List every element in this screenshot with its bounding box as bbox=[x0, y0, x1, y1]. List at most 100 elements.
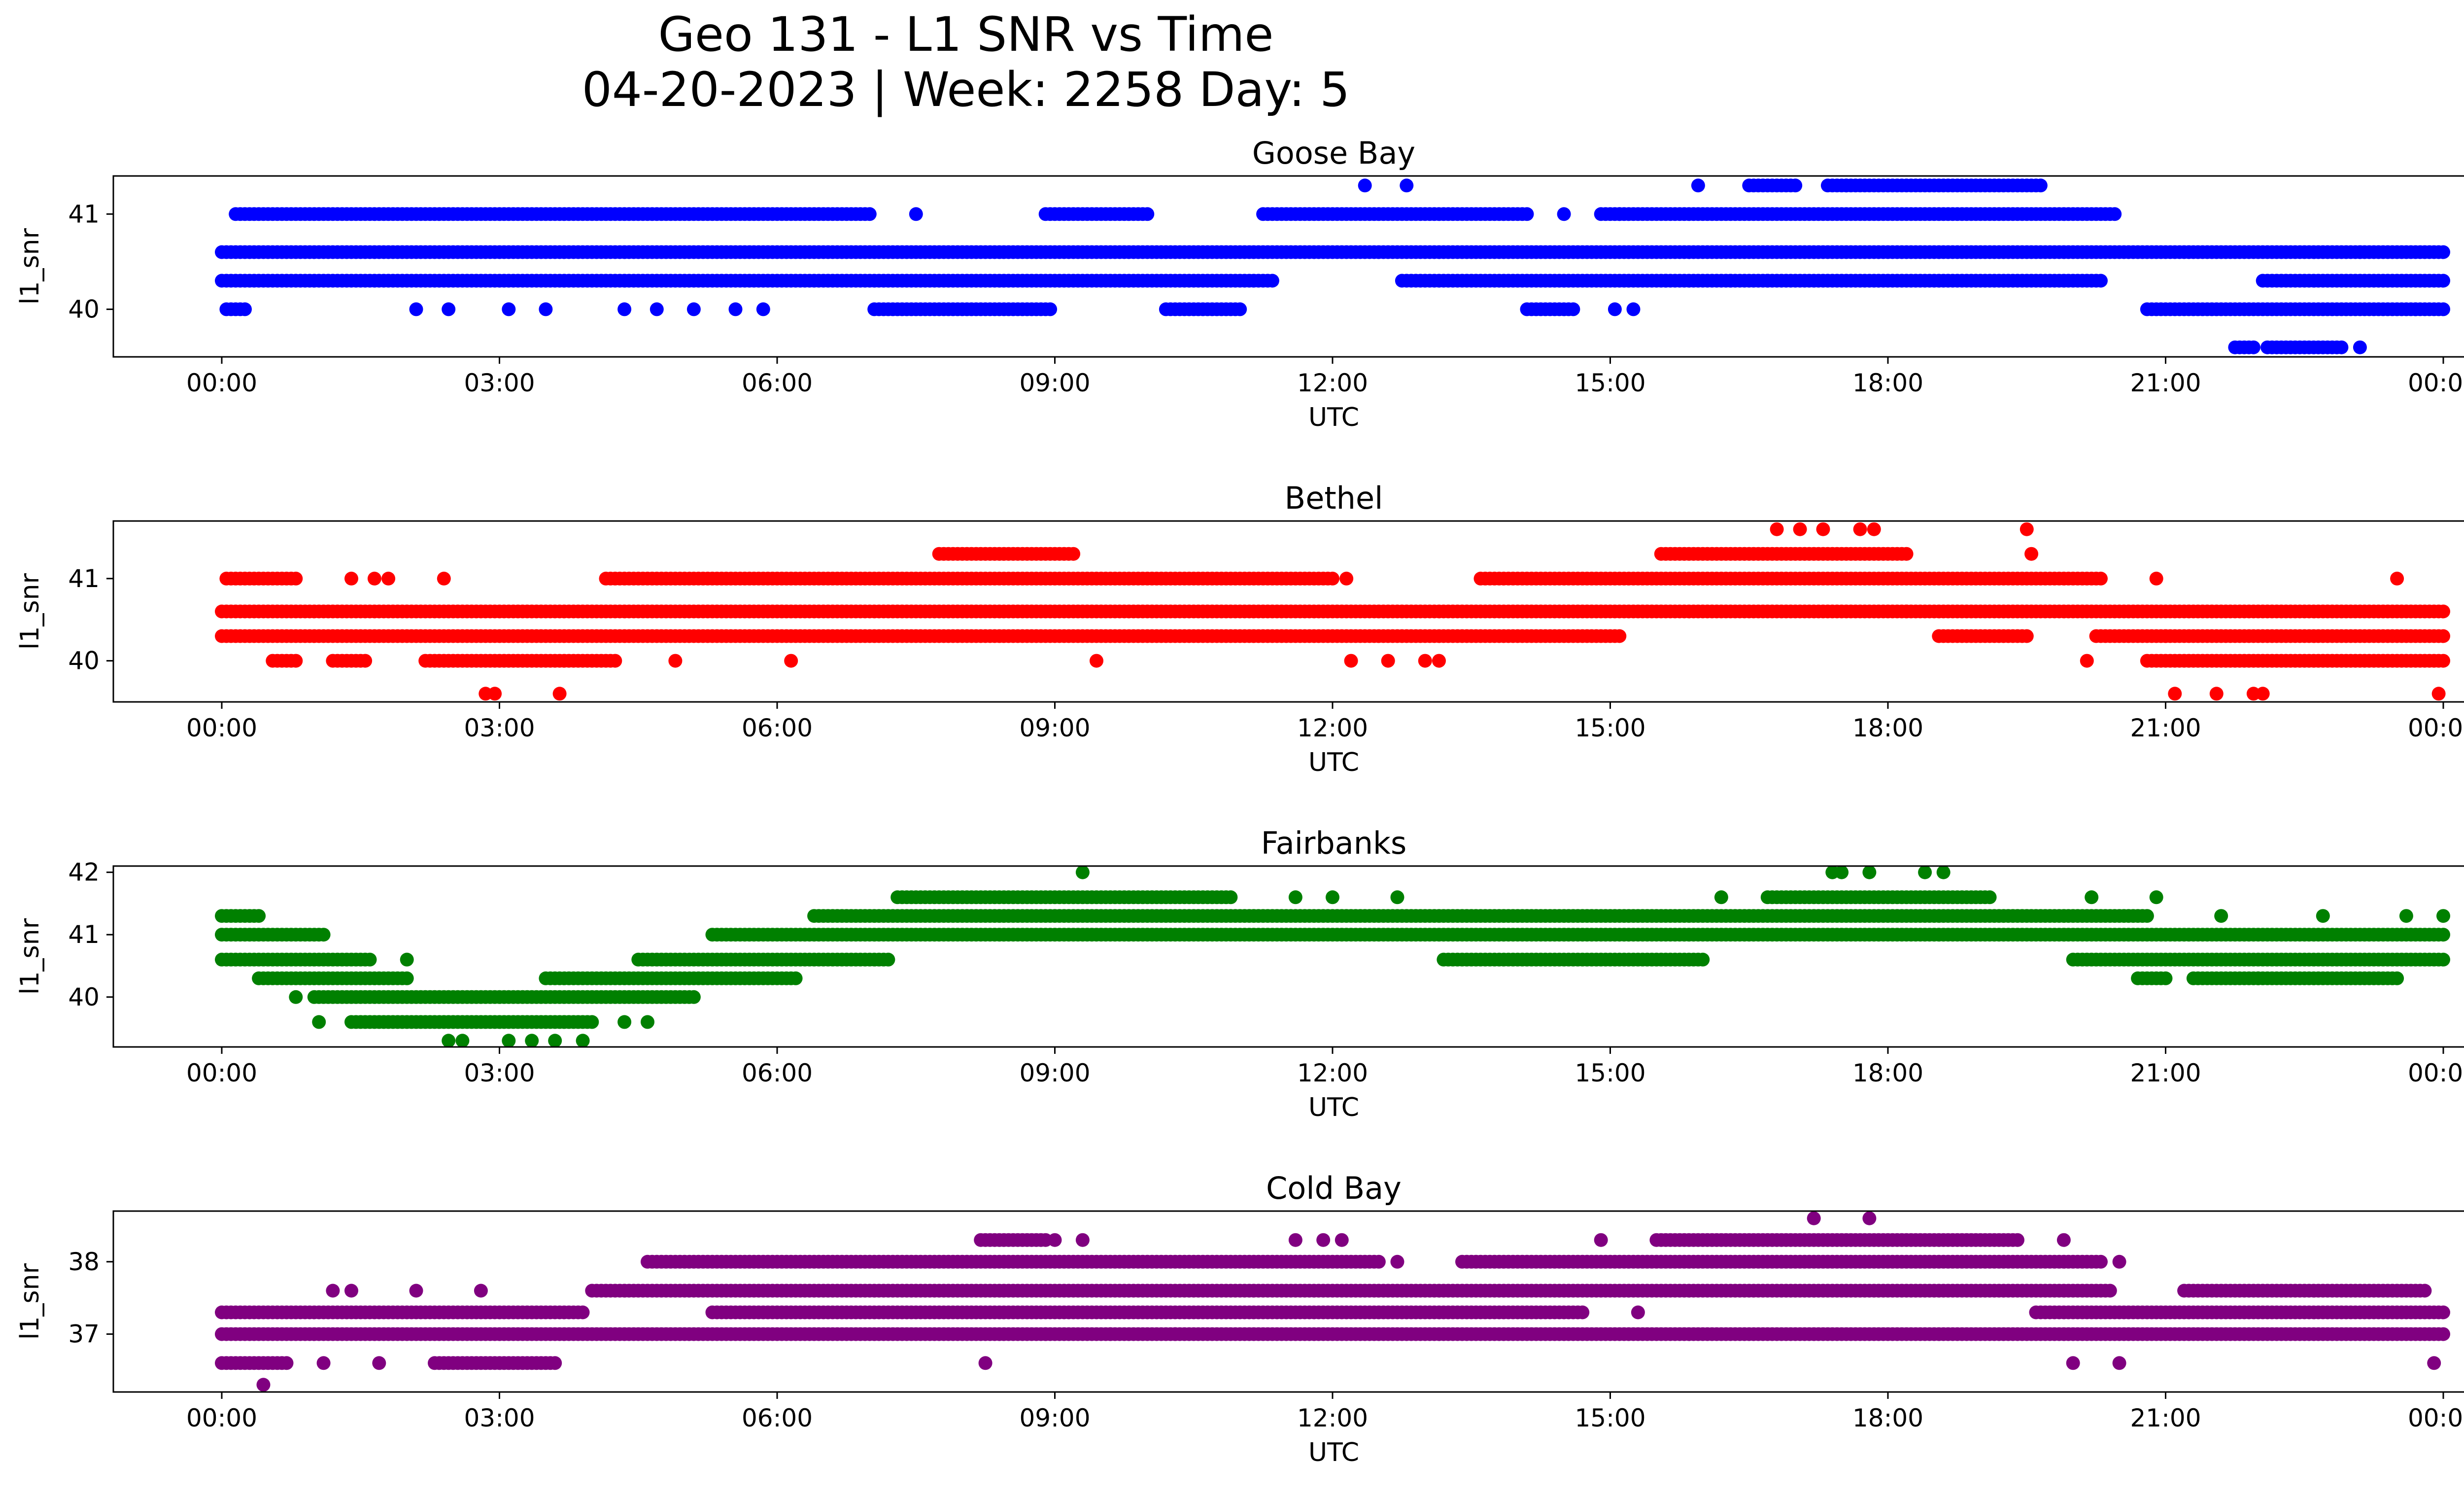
x-tick-label: 03:00 bbox=[464, 1059, 535, 1087]
data-point bbox=[1390, 890, 1404, 904]
data-point bbox=[1770, 522, 1784, 536]
data-point bbox=[2436, 604, 2450, 619]
data-point bbox=[455, 1034, 470, 1048]
data-point bbox=[2334, 340, 2349, 354]
data-point bbox=[1659, 274, 1673, 288]
data-point bbox=[488, 687, 502, 701]
data-point bbox=[2209, 687, 2224, 701]
data-point bbox=[1066, 547, 1081, 561]
data-point bbox=[400, 971, 414, 985]
data-point bbox=[1983, 890, 1997, 904]
data-point bbox=[2149, 890, 2163, 904]
data-point bbox=[1760, 274, 1775, 288]
data-point bbox=[1714, 890, 1728, 904]
data-point bbox=[788, 971, 803, 985]
data-point bbox=[608, 654, 622, 668]
data-point bbox=[2080, 654, 2094, 668]
data-point bbox=[650, 302, 664, 316]
data-point bbox=[1835, 865, 1849, 879]
data-point bbox=[442, 1034, 456, 1048]
data-point bbox=[2353, 245, 2367, 259]
data-point bbox=[2436, 654, 2450, 668]
data-point bbox=[548, 1034, 562, 1048]
y-tick-label: 40 bbox=[68, 647, 100, 675]
x-axis-label: UTC bbox=[1308, 403, 1359, 432]
y-axis-label: l1_snr bbox=[15, 573, 45, 650]
data-point bbox=[2019, 629, 2034, 643]
data-point bbox=[784, 654, 798, 668]
data-point bbox=[1043, 302, 1058, 316]
x-tick-label: 06:00 bbox=[742, 714, 813, 742]
x-tick-label: 12:00 bbox=[1297, 1059, 1368, 1087]
data-point bbox=[1326, 571, 1339, 586]
x-axis-label: UTC bbox=[1308, 1093, 1359, 1122]
x-tick-label: 06:00 bbox=[742, 369, 813, 397]
data-point bbox=[437, 571, 451, 586]
data-point bbox=[1075, 865, 1090, 879]
data-point bbox=[289, 654, 303, 668]
x-tick-label: 18:00 bbox=[1852, 714, 1923, 742]
x-tick-label: 09:00 bbox=[1019, 1059, 1090, 1087]
data-point bbox=[2399, 909, 2413, 923]
data-points bbox=[215, 178, 2450, 354]
data-point bbox=[1899, 547, 1914, 561]
data-point bbox=[2214, 909, 2228, 923]
x-tick-label: 00:00 bbox=[2408, 1059, 2464, 1087]
x-tick-label: 12:00 bbox=[1297, 714, 1368, 742]
data-point bbox=[2158, 971, 2173, 985]
data-point bbox=[400, 952, 414, 967]
data-point bbox=[1788, 178, 1803, 193]
data-points bbox=[215, 522, 2450, 701]
axes-frame bbox=[112, 520, 2464, 703]
x-tick-label: 12:00 bbox=[1297, 369, 1368, 397]
data-point bbox=[1626, 302, 1641, 316]
chart-panels: Goose Bay 00:00 03:00 06:00 09:00 12:00 15:00 1… bbox=[15, 135, 2464, 1467]
x-tick-label: 00:00 bbox=[186, 714, 257, 742]
data-point bbox=[1557, 207, 1571, 221]
data-point bbox=[2033, 178, 2048, 193]
x-tick-label: 15:00 bbox=[1574, 714, 1645, 742]
data-point bbox=[2431, 687, 2446, 701]
data-point bbox=[617, 302, 632, 316]
x-tick-label: 00:00 bbox=[186, 1059, 257, 1087]
panel-title: Cold Bay bbox=[1266, 1170, 1402, 1206]
data-point bbox=[552, 687, 567, 701]
data-point bbox=[289, 571, 303, 586]
data-point bbox=[2436, 274, 2450, 288]
data-point bbox=[2094, 274, 2108, 288]
data-point bbox=[1233, 302, 1247, 316]
data-point bbox=[1358, 178, 1372, 193]
x-tick-label: 15:00 bbox=[1574, 1059, 1645, 1087]
data-point bbox=[2158, 629, 2173, 643]
data-point bbox=[1816, 522, 1830, 536]
data-point bbox=[252, 909, 266, 923]
data-point bbox=[1936, 865, 1951, 879]
data-point bbox=[2085, 890, 2099, 904]
x-tick-label: 00:00 bbox=[2408, 714, 2464, 742]
data-point bbox=[1608, 302, 1622, 316]
data-point bbox=[1691, 178, 1705, 193]
x-axis-label: UTC bbox=[1308, 748, 1359, 777]
axes-frame bbox=[112, 175, 2464, 358]
data-point bbox=[1339, 571, 1354, 586]
data-point bbox=[2390, 571, 2404, 586]
data-point bbox=[2140, 909, 2154, 923]
panel-title: Goose Bay bbox=[1252, 135, 1415, 171]
data-point bbox=[576, 1034, 590, 1048]
data-point bbox=[1326, 890, 1339, 904]
data-point bbox=[1400, 178, 1414, 193]
y-tick-label: 40 bbox=[68, 983, 100, 1011]
y-tick-label: 42 bbox=[68, 858, 100, 887]
figure-title-line1: Geo 131 - L1 SNR vs Time bbox=[658, 7, 1274, 62]
y-tick-label: 41 bbox=[68, 920, 100, 949]
data-point bbox=[2251, 971, 2265, 985]
data-point bbox=[881, 952, 895, 967]
x-tick-label: 21:00 bbox=[2130, 1059, 2201, 1087]
data-point bbox=[2390, 971, 2404, 985]
data-point bbox=[1899, 604, 1914, 619]
data-point bbox=[2108, 207, 2122, 221]
data-point bbox=[409, 302, 423, 316]
